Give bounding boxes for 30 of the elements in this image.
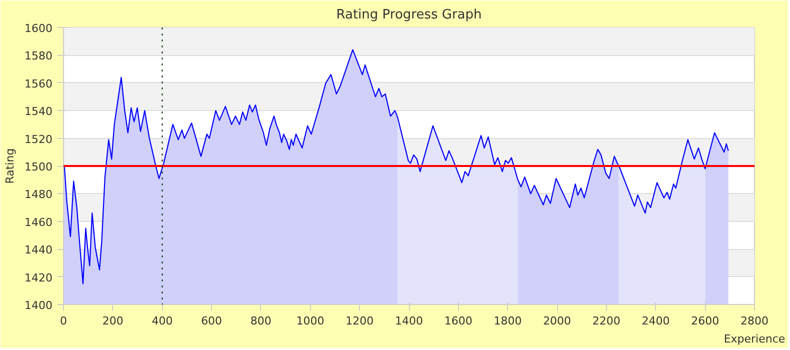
x-tick-label: 600 — [201, 314, 222, 328]
y-tick-label: 1500 — [24, 160, 53, 174]
y-tick-label: 1520 — [24, 132, 53, 146]
x-tick-label: 2000 — [543, 314, 572, 328]
chart-title: Rating Progress Graph — [336, 8, 482, 22]
x-tick-label: 800 — [250, 314, 272, 328]
y-tick-label: 1600 — [24, 22, 53, 35]
x-tick-label: 1600 — [444, 314, 472, 328]
x-tick-label: 0 — [60, 314, 67, 328]
y-axis-title: Rating — [4, 148, 17, 184]
x-tick-label: 1200 — [346, 314, 374, 328]
line-series — [64, 49, 729, 284]
y-tick-label: 1440 — [24, 244, 53, 257]
y-tick-label: 1400 — [24, 299, 53, 312]
y-tick-label: 1540 — [24, 105, 53, 118]
y-tick-label: 1460 — [24, 216, 53, 229]
y-tick-label: 1420 — [24, 271, 53, 284]
y-tick-label: 1580 — [24, 50, 53, 63]
x-tick-label: 1800 — [494, 314, 522, 328]
x-tick-label: 2800 — [740, 314, 769, 328]
x-tick-label: 2200 — [592, 314, 620, 328]
x-tick-label: 2400 — [642, 314, 670, 328]
x-tick-label: 1400 — [395, 314, 424, 328]
y-tick-label: 1480 — [24, 188, 53, 202]
x-axis-title: Experience — [724, 332, 786, 346]
x-tick-label: 400 — [152, 314, 173, 328]
x-tick-label: 200 — [102, 314, 124, 328]
x-tick-label: 2600 — [691, 314, 720, 328]
x-tick-label: 1000 — [296, 314, 324, 328]
y-tick-label: 1560 — [24, 77, 53, 90]
